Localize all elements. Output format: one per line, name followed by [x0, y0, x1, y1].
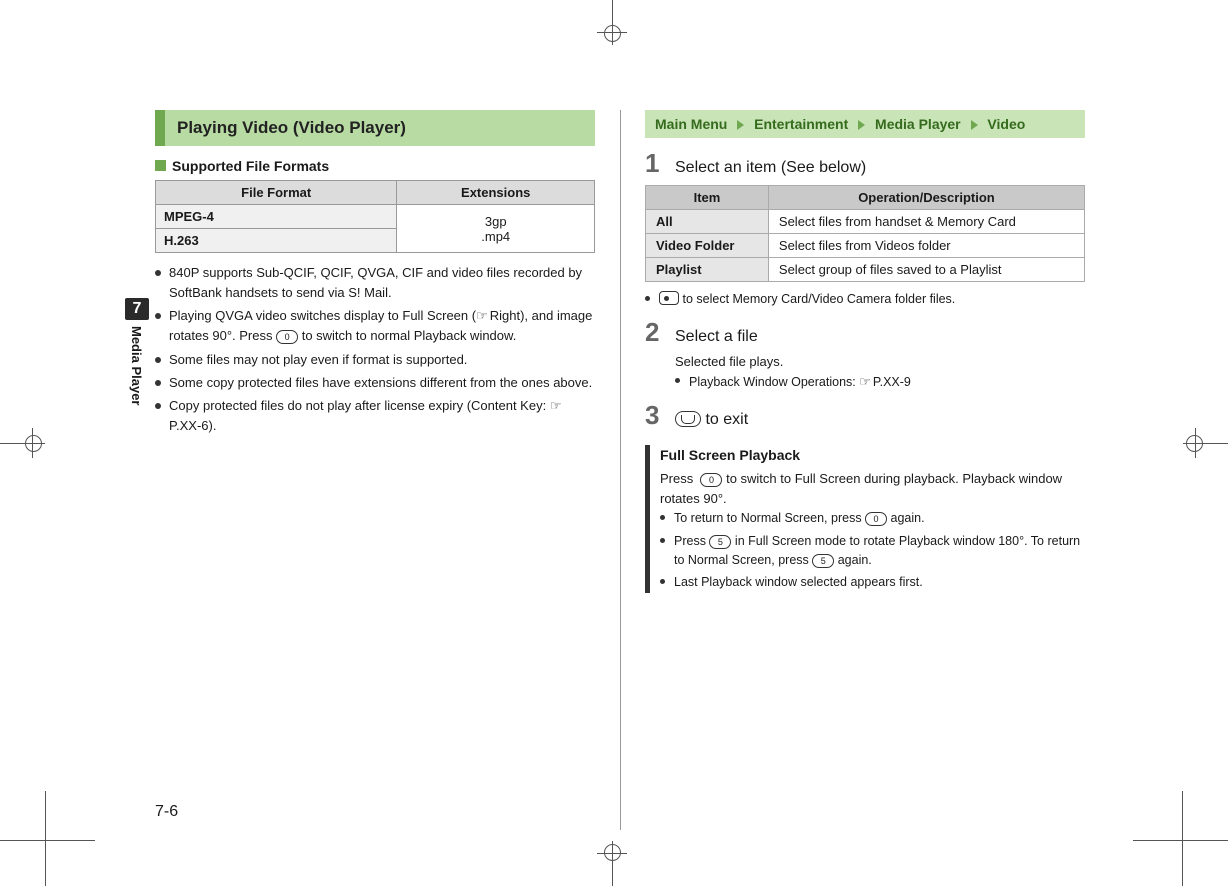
- item-name: Playlist: [646, 258, 769, 282]
- ext-value: .mp4: [405, 229, 586, 244]
- right-column: Main Menu Entertainment Media Player Vid…: [635, 110, 1085, 790]
- key-left-icon: [659, 291, 679, 305]
- step-number: 3: [645, 400, 665, 431]
- key-zero-icon: 0: [700, 473, 722, 487]
- notes-list: 840P supports Sub-QCIF, QCIF, QVGA, CIF …: [155, 263, 595, 436]
- chapter-number: 7: [125, 298, 149, 320]
- breadcrumb-arrow-icon: [971, 120, 978, 130]
- key-five-icon: 5: [812, 554, 834, 568]
- key-end-icon: [675, 411, 701, 427]
- items-header: Operation/Description: [768, 186, 1084, 210]
- callout-list: To return to Normal Screen, press 0 agai…: [660, 509, 1085, 593]
- items-header: Item: [646, 186, 769, 210]
- column-divider: [620, 110, 621, 830]
- callout-box: Full Screen Playback Press 0 to switch t…: [645, 445, 1085, 592]
- crop-mark: [1186, 435, 1203, 452]
- step-2: 2 Select a file: [645, 317, 1085, 348]
- page-number: 7-6: [155, 803, 178, 821]
- note-item: 840P supports Sub-QCIF, QCIF, QVGA, CIF …: [155, 263, 595, 303]
- step-subtext: Selected file plays.: [675, 352, 1085, 372]
- step3-text: to exit: [705, 411, 748, 428]
- crop-mark: [1182, 791, 1183, 886]
- step-text: Select an item (See below): [675, 159, 866, 177]
- key-zero-icon: 0: [276, 330, 298, 344]
- item-desc: Select group of files saved to a Playlis…: [768, 258, 1084, 282]
- ext-header: Extensions: [397, 181, 595, 205]
- note-text: to select Memory Card/Video Camera folde…: [682, 292, 955, 306]
- crop-mark: [604, 25, 621, 42]
- chapter-tab: 7 Media Player: [125, 298, 149, 406]
- after-table-note: to select Memory Card/Video Camera folde…: [645, 290, 1085, 309]
- note-item: Copy protected files do not play after l…: [155, 396, 595, 436]
- crop-mark: [45, 791, 46, 886]
- step2-notes: Playback Window Operations: ☞P.XX-9: [675, 372, 1085, 392]
- callout-lead: Press 0 to switch to Full Screen during …: [660, 469, 1085, 509]
- pointer-icon: ☞: [550, 396, 562, 416]
- pointer-icon: ☞: [476, 306, 488, 326]
- left-column: Playing Video (Video Player) Supported F…: [155, 110, 605, 790]
- step-text: to exit: [675, 411, 748, 429]
- items-table: Item Operation/Description All Select fi…: [645, 185, 1085, 282]
- crop-mark: [0, 840, 95, 841]
- item-desc: Select files from handset & Memory Card: [768, 210, 1084, 234]
- step-number: 2: [645, 317, 665, 348]
- step-text: Select a file: [675, 328, 758, 346]
- format-cell: H.263: [156, 229, 397, 253]
- chapter-label: Media Player: [129, 320, 144, 406]
- crop-mark: [25, 435, 42, 452]
- format-header: File Format: [156, 181, 397, 205]
- item-desc: Select files from Videos folder: [768, 234, 1084, 258]
- breadcrumb: Main Menu Entertainment Media Player Vid…: [645, 110, 1085, 138]
- format-table: File Format Extensions MPEG-4 3gp .mp4 H…: [155, 180, 595, 253]
- callout-item: To return to Normal Screen, press 0 agai…: [660, 509, 1085, 528]
- ext-cell: 3gp .mp4: [397, 205, 595, 253]
- breadcrumb-item: Media Player: [875, 116, 961, 132]
- crop-mark: [1133, 840, 1228, 841]
- breadcrumb-item: Video: [987, 116, 1025, 132]
- item-name: Video Folder: [646, 234, 769, 258]
- breadcrumb-arrow-icon: [737, 120, 744, 130]
- note-item: Some copy protected files have extension…: [155, 373, 595, 393]
- pointer-icon: ☞: [859, 372, 871, 392]
- note-item: Playback Window Operations: ☞P.XX-9: [675, 372, 1085, 392]
- page-content: Playing Video (Video Player) Supported F…: [155, 110, 1085, 790]
- callout-item: Last Playback window selected appears fi…: [660, 573, 1085, 592]
- note-item: to select Memory Card/Video Camera folde…: [645, 290, 1085, 309]
- note-item: Some files may not play even if format i…: [155, 350, 595, 370]
- section-heading: Playing Video (Video Player): [155, 110, 595, 146]
- breadcrumb-arrow-icon: [858, 120, 865, 130]
- key-five-icon: 5: [709, 535, 731, 549]
- step-3: 3 to exit: [645, 400, 1085, 431]
- breadcrumb-item: Entertainment: [754, 116, 848, 132]
- breadcrumb-item: Main Menu: [655, 116, 727, 132]
- note-item: Playing QVGA video switches display to F…: [155, 306, 595, 346]
- subsection-text: Supported File Formats: [172, 158, 329, 174]
- step-number: 1: [645, 148, 665, 179]
- step-1: 1 Select an item (See below): [645, 148, 1085, 179]
- ext-value: 3gp: [405, 214, 586, 229]
- key-zero-icon: 0: [865, 512, 887, 526]
- crop-mark: [604, 844, 621, 861]
- callout-title: Full Screen Playback: [660, 445, 1085, 467]
- format-cell: MPEG-4: [156, 205, 397, 229]
- callout-item: Press 5 in Full Screen mode to rotate Pl…: [660, 532, 1085, 571]
- subsection-heading: Supported File Formats: [155, 158, 595, 174]
- item-name: All: [646, 210, 769, 234]
- square-bullet-icon: [155, 160, 166, 171]
